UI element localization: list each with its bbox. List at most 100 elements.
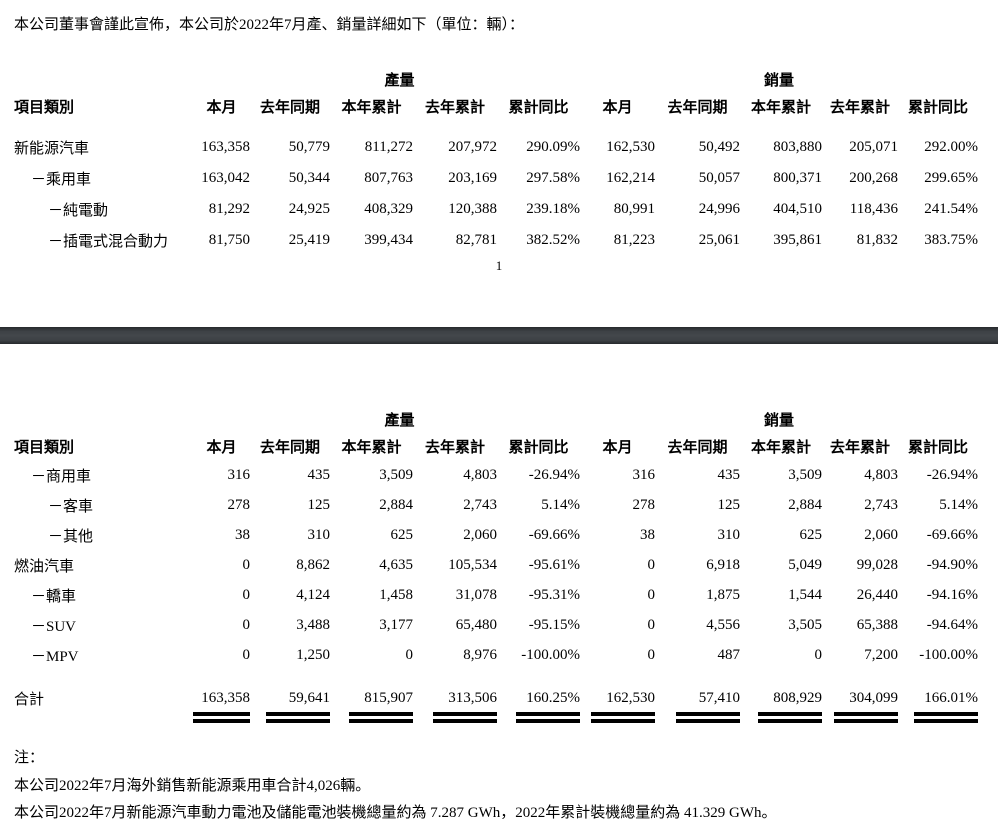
column-header: 本月 — [206, 99, 237, 116]
rule-cell — [822, 712, 898, 723]
row-label: －商用車 — [31, 468, 92, 485]
total-rules-row — [14, 712, 978, 723]
cell-value: 290.09% — [526, 139, 580, 155]
cell-value: -100.00% — [919, 646, 978, 663]
cell-value: 278 — [227, 496, 251, 513]
cell-value: 3,488 — [296, 616, 330, 633]
cell-value: 162,214 — [606, 170, 655, 186]
cell-value: 65,480 — [455, 616, 497, 633]
cell-value: 1,250 — [296, 646, 330, 663]
cell-value: 435 — [717, 466, 741, 483]
cell-value: 163,042 — [201, 170, 250, 186]
cell-value: 241.54% — [924, 201, 978, 217]
column-header: 本月 — [206, 439, 237, 456]
cell-value: 278 — [632, 496, 656, 513]
column-header: 本月 — [602, 439, 633, 456]
row-label: －客車 — [48, 498, 94, 515]
cell-value: 4,556 — [706, 616, 740, 633]
table-group-header-row: 產量 銷量 — [14, 66, 978, 92]
rule-cell — [497, 712, 580, 723]
rule-cell — [330, 712, 413, 723]
cell-value: 0 — [647, 556, 656, 573]
group-header-production: 產量 — [384, 412, 415, 429]
cell-value: 383.75% — [924, 232, 978, 248]
group-header-production: 產量 — [384, 72, 415, 89]
column-header: 去年累計 — [829, 99, 890, 116]
rule-cell — [250, 712, 330, 723]
cell-value: 38 — [235, 526, 250, 543]
cell-value: -95.61% — [528, 556, 580, 573]
production-sales-table-page2: 產量 銷量 項目類別 本月 去年同期 本年累計 去年累計 累計同比 本月 去年同期 本年累計 去年累計… — [0, 406, 998, 723]
column-header: 本年累計 — [341, 439, 402, 456]
column-header: 去年同期 — [259, 439, 320, 456]
rule-cell — [580, 712, 655, 723]
cell-value: 310 — [307, 526, 331, 543]
cell-value: 65,388 — [856, 616, 898, 633]
cell-value: 4,803 — [463, 466, 497, 483]
column-header-category: 項目類別 — [14, 99, 75, 116]
cell-value: 50,057 — [698, 170, 740, 186]
cell-value: 200,268 — [849, 170, 898, 186]
cell-value: 105,534 — [448, 556, 497, 573]
row-label: －MPV — [31, 648, 79, 665]
cell-value: -94.16% — [926, 586, 978, 603]
double-rule — [516, 712, 580, 723]
rule-spacer — [14, 712, 193, 723]
column-header: 累計同比 — [508, 439, 569, 456]
group-header-sales: 銷量 — [763, 72, 794, 89]
total-value: 57,410 — [698, 689, 740, 706]
cell-value: 7,200 — [864, 646, 898, 663]
cell-value: 3,509 — [379, 466, 413, 483]
cell-value: 239.18% — [526, 201, 580, 217]
cell-value: 162,530 — [606, 139, 655, 155]
cell-value: 807,763 — [364, 170, 413, 186]
double-rule — [591, 712, 655, 723]
cell-value: -69.66% — [926, 526, 978, 543]
cell-value: 4,803 — [864, 466, 898, 483]
cell-value: 811,272 — [364, 139, 413, 155]
cell-value: 2,060 — [463, 526, 497, 543]
double-rule — [914, 712, 978, 723]
cell-value: 803,880 — [773, 139, 822, 155]
cell-value: 4,635 — [379, 556, 413, 573]
cell-value: 404,510 — [773, 201, 822, 217]
note-line: 本公司2022年7月海外銷售新能源乘用車合計4,026輛。 — [14, 777, 371, 794]
row-label: 新能源汽車 — [14, 141, 90, 157]
cell-value: -95.15% — [528, 616, 580, 633]
cell-value: 625 — [799, 526, 823, 543]
cell-value: 310 — [717, 526, 741, 543]
cell-value: 203,169 — [448, 170, 497, 186]
cell-value: 487 — [717, 646, 741, 663]
cell-value: 5.14% — [939, 496, 978, 513]
double-rule — [349, 712, 413, 723]
cell-value: 50,779 — [288, 139, 330, 155]
cell-value: 297.58% — [526, 170, 580, 186]
production-sales-table-page1: 產量 銷量 項目類別 本月 去年同期 本年累計 去年累計 累計同比 本月 去年同期 本年累計 去年累計… — [0, 66, 998, 256]
column-header: 去年累計 — [424, 99, 485, 116]
cell-value: 3,509 — [788, 466, 822, 483]
row-label: 燃油汽車 — [14, 558, 75, 575]
table-row: 燃油汽車 0 8,862 4,635 105,534 -95.61% 0 6,918 5,049… — [14, 550, 978, 580]
cell-value: 26,440 — [856, 586, 898, 603]
double-rule — [676, 712, 740, 723]
cell-value: 24,996 — [698, 201, 740, 217]
column-header: 去年同期 — [259, 99, 320, 116]
notes-section: 注： 本公司2022年7月海外銷售新能源乘用車合計4,026輛。 本公司2022… — [0, 723, 998, 828]
total-value: 160.25% — [526, 689, 580, 706]
column-header: 累計同比 — [508, 99, 569, 116]
cell-value: 120,388 — [448, 201, 497, 217]
cell-value: 0 — [405, 646, 414, 663]
table-row: －客車 278 125 2,884 2,743 5.14% 278 125 2,884 2,743… — [14, 490, 978, 520]
cell-value: 81,750 — [208, 232, 250, 248]
cell-value: 1,875 — [706, 586, 740, 603]
rule-cell — [898, 712, 978, 723]
column-header-category: 項目類別 — [14, 439, 75, 456]
cell-value: 81,223 — [613, 232, 655, 248]
cell-value: 2,884 — [788, 496, 822, 513]
cell-value: 82,781 — [455, 232, 497, 248]
column-header: 本年累計 — [750, 99, 811, 116]
rule-cell — [413, 712, 497, 723]
cell-value: 399,434 — [364, 232, 413, 248]
cell-value: 31,078 — [455, 586, 497, 603]
rule-cell — [740, 712, 822, 723]
